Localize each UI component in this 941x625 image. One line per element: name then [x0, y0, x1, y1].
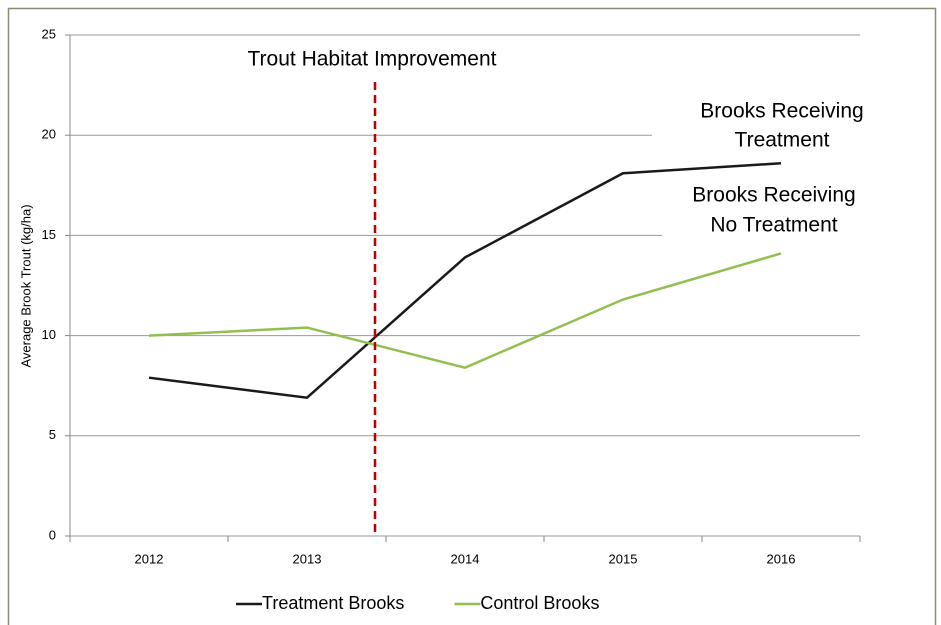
x-tick-label: 2016: [767, 551, 796, 566]
legend-label: Control Brooks: [480, 593, 599, 613]
x-tick-label: 2012: [135, 551, 164, 566]
x-tick-label: 2015: [609, 551, 638, 566]
annotation: No Treatment: [710, 214, 837, 237]
annotation: Treatment: [735, 129, 830, 152]
annotation: Brooks Receiving: [692, 184, 855, 207]
frame: [7, 7, 937, 625]
x-tick-label: 2013: [293, 551, 322, 566]
y-tick-label: 10: [42, 327, 56, 342]
line-series: [148, 252, 782, 369]
annotation-bg: [205, 42, 540, 76]
y-axis-label: Average Brook Trout (kg/ha): [18, 204, 33, 367]
annotation: Brooks Receiving: [700, 100, 863, 123]
legend-label: Treatment Brooks: [262, 593, 404, 613]
annotation: Trout Habitat Improvement: [248, 48, 497, 71]
line-series: [148, 162, 782, 400]
plot: [148, 162, 782, 400]
annotation-bg: [652, 95, 902, 160]
x-tick-label: 2014: [451, 551, 480, 566]
y-tick-label: 5: [49, 427, 56, 442]
grid: [65, 34, 861, 542]
annotation-bg: [662, 180, 902, 240]
y-tick-label: 20: [42, 127, 56, 142]
y-tick-label: 15: [42, 227, 56, 242]
y-tick-label: 25: [42, 26, 56, 41]
y-tick-label: 0: [49, 527, 56, 542]
